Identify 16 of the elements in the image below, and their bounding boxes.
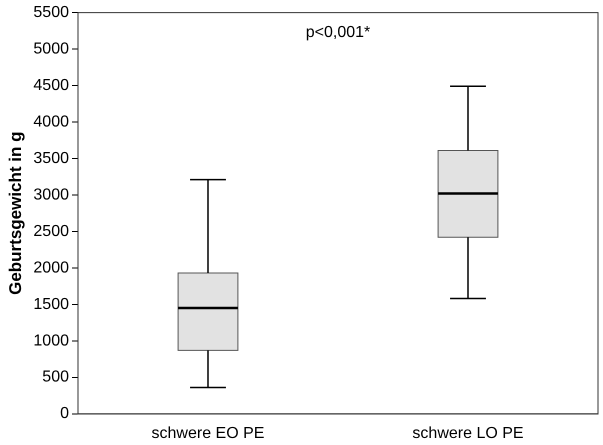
y-tick-label: 5000: [33, 40, 70, 58]
y-tick-label: 0: [60, 405, 70, 422]
y-tick-label: 3000: [33, 186, 70, 204]
y-tick-label: 3500: [33, 150, 70, 167]
y-tick-label: 5500: [33, 4, 70, 22]
y-tick-label: 2500: [33, 222, 70, 240]
y-tick-label: 500: [42, 368, 70, 386]
y-tick-label: 1500: [33, 296, 70, 313]
y-tick-label: 4000: [33, 113, 70, 130]
x-tick-label: schwere EO PE: [152, 424, 264, 442]
y-tick-label: 1000: [33, 332, 70, 350]
annotation: p<0,001*: [306, 24, 370, 42]
y-axis-title: Geburtsgewicht in g: [6, 131, 25, 295]
y-tick-label: 4500: [33, 76, 70, 94]
y-tick-label: 2000: [33, 259, 70, 276]
x-tick-label: schwere LO PE: [412, 424, 524, 442]
